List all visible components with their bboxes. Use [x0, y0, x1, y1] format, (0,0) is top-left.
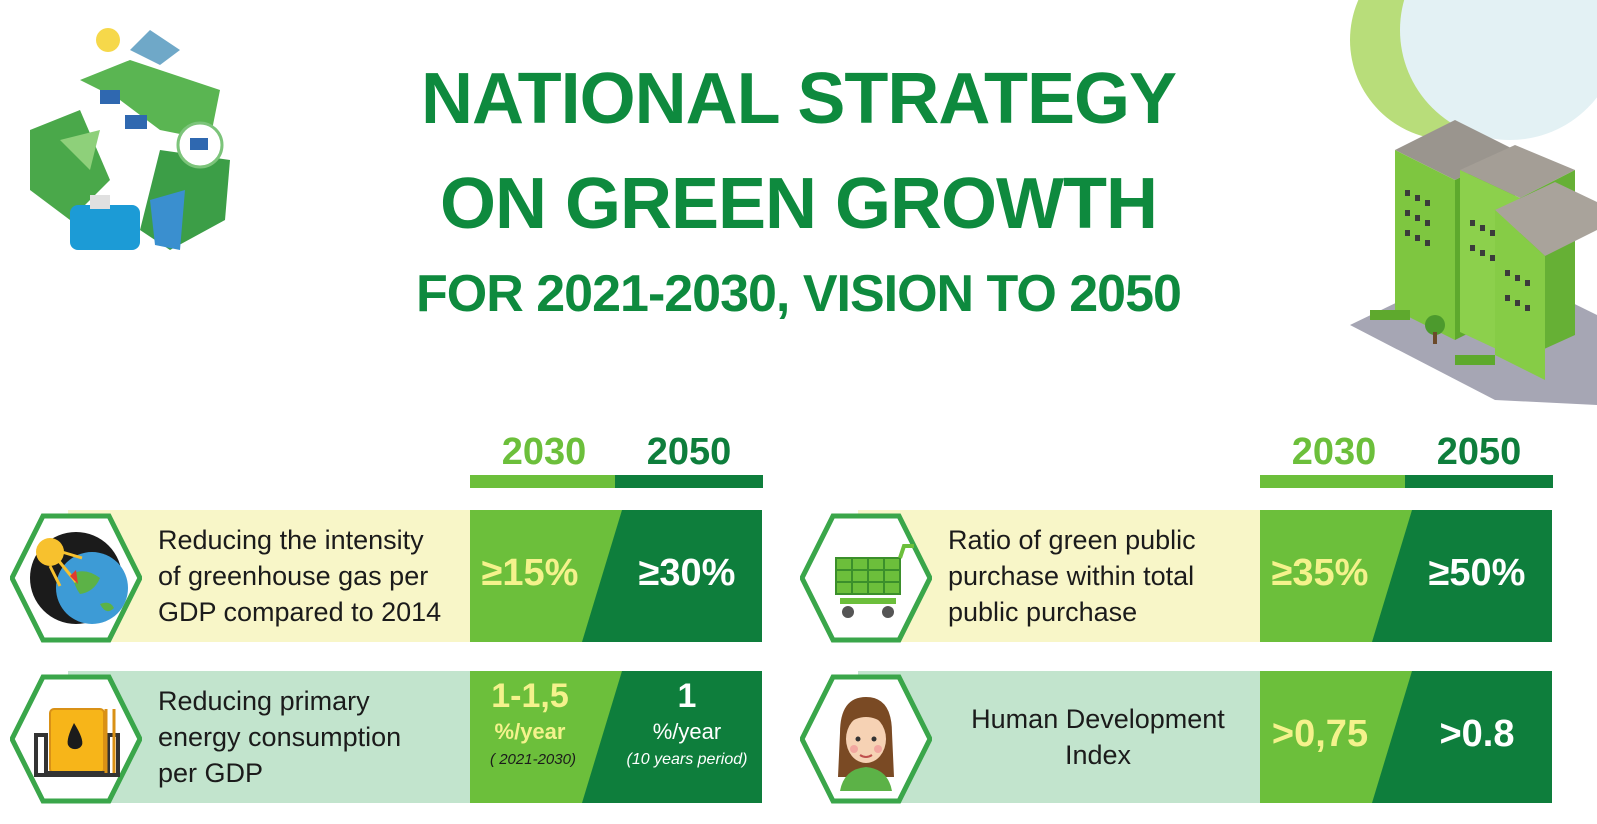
decorative-circle [1350, 0, 1597, 140]
value-2030: 1-1,5 [491, 677, 569, 715]
title-line-2: ON GREEN GROWTH [440, 164, 1158, 244]
unit-2030: %/year [494, 719, 566, 744]
indicator-row-primary-energy: Reducing primary energy consumption per … [10, 671, 762, 804]
indicator-row-human-development-index: Human Development Index >0,75 >0.8 [800, 671, 1552, 804]
value-2050: ≥50% [1428, 552, 1526, 594]
column-header-bar [1405, 475, 1553, 488]
label-line: Reducing primary [158, 686, 370, 716]
label-line: of greenhouse gas per [158, 561, 429, 591]
indicator-label: Human Development Index [948, 671, 1248, 803]
column-header-2030-right: 2030 [1260, 428, 1408, 488]
column-header-bar [615, 475, 763, 488]
value-2050: 1 [677, 677, 697, 715]
column-header-2050-right: 2050 [1405, 428, 1553, 488]
label-line: GDP compared to 2014 [158, 597, 442, 627]
value-2030: ≥15% [481, 552, 579, 594]
column-header-2050-left: 2050 [615, 428, 763, 488]
oil-tank-icon [10, 674, 142, 804]
column-header-bar [1260, 475, 1408, 488]
label-line: purchase within total [948, 561, 1195, 591]
label-line: Ratio of green public [948, 525, 1196, 555]
subtitle: FOR 2021-2030, VISION TO 2050 [416, 265, 1182, 323]
shopping-cart-icon [800, 513, 932, 643]
green-buildings-illustration [1350, 120, 1597, 405]
column-header-label: 2050 [646, 431, 732, 473]
label-line: per GDP [158, 758, 264, 788]
value-2030: ≥35% [1271, 552, 1369, 594]
indicator-label: Reducing primary energy consumption per … [158, 671, 468, 803]
unit-2050: %/year [652, 719, 722, 744]
column-header-label: 2030 [501, 431, 587, 473]
woman-avatar-icon [800, 674, 932, 804]
label-line: Index [1064, 740, 1132, 770]
green-recycle-illustration [30, 28, 230, 250]
label-line: Reducing the intensity [158, 525, 424, 555]
label-line: public purchase [948, 597, 1138, 627]
label-line: Human Development [971, 704, 1225, 734]
label-line: energy consumption [158, 722, 402, 752]
earth-sun-icon [10, 513, 142, 643]
note-2030: ( 2021-2030) [490, 751, 576, 768]
value-2050: ≥30% [638, 552, 736, 594]
title-line-1: NATIONAL STRATEGY [421, 59, 1177, 139]
column-header-bar [470, 475, 618, 488]
column-header-label: 2030 [1291, 431, 1377, 473]
note-2050: (10 years period) [626, 751, 748, 768]
indicator-label: Reducing the intensity of greenhouse gas… [158, 510, 468, 642]
value-2050: >0.8 [1439, 713, 1515, 755]
indicator-label: Ratio of green public purchase within to… [948, 510, 1258, 642]
indicator-row-green-public-purchase: Ratio of green public purchase within to… [800, 510, 1552, 643]
value-2030: >0,75 [1271, 713, 1369, 755]
column-header-label: 2050 [1436, 431, 1522, 473]
column-header-2030-left: 2030 [470, 428, 618, 488]
value-2050-cell: ≥50% [1372, 510, 1552, 642]
indicator-row-greenhouse-gas: Reducing the intensity of greenhouse gas… [10, 510, 762, 643]
